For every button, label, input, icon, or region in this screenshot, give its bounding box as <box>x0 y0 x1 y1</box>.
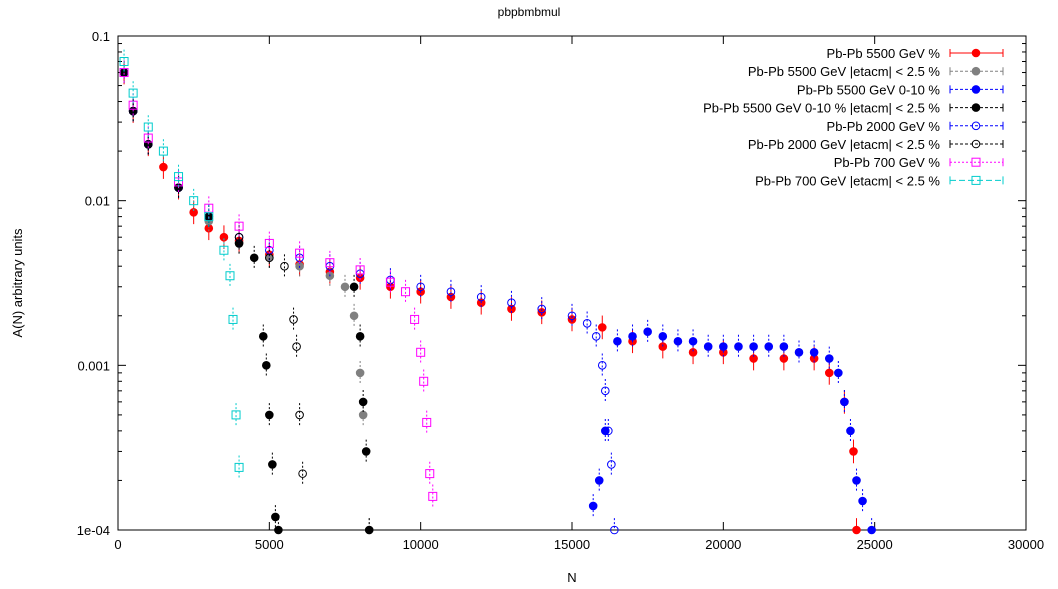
series-4 <box>120 61 618 534</box>
series-3 <box>120 61 373 534</box>
y-tick-label: 1e-04 <box>77 523 110 538</box>
data-point <box>275 526 283 534</box>
data-point <box>825 369 833 377</box>
data-point <box>160 163 168 171</box>
legend-item: Pb-Pb 5500 GeV |etacm| < 2.5 % <box>748 64 1003 79</box>
legend-item: Pb-Pb 5500 GeV 0-10 % |etacm| < 2.5 % <box>703 101 1003 116</box>
data-points <box>120 50 875 534</box>
data-point <box>266 411 274 419</box>
data-point <box>614 337 622 345</box>
data-point <box>644 328 652 336</box>
x-tick-label: 15000 <box>554 537 590 552</box>
chart-title: pbpbmbmul <box>498 5 561 19</box>
data-point <box>825 355 833 363</box>
legend-item: Pb-Pb 2000 GeV |etacm| < 2.5 % <box>748 137 1003 152</box>
x-tick-label: 30000 <box>1008 537 1044 552</box>
x-tick-label: 20000 <box>705 537 741 552</box>
data-point <box>795 348 803 356</box>
y-axis-label: A(N) arbitrary units <box>10 228 25 338</box>
data-point <box>704 343 712 351</box>
data-point <box>659 343 667 351</box>
legend: Pb-Pb 5500 GeV % Pb-Pb 5500 GeV |etacm| <… <box>703 46 1003 188</box>
data-point <box>835 369 843 377</box>
data-point <box>659 333 667 341</box>
series-1 <box>120 61 373 534</box>
data-point <box>341 283 349 291</box>
legend-marker <box>972 49 980 57</box>
data-point <box>350 312 358 320</box>
data-point <box>735 343 743 351</box>
x-tick-label: 5000 <box>255 537 284 552</box>
legend-item: Pb-Pb 700 GeV |etacm| < 2.5 % <box>755 173 1003 188</box>
data-point <box>269 461 277 469</box>
legend-label: Pb-Pb 5500 GeV % <box>827 46 941 61</box>
data-point <box>720 343 728 351</box>
data-point <box>359 411 367 419</box>
legend-label: Pb-Pb 700 GeV |etacm| < 2.5 % <box>755 173 940 188</box>
data-point <box>765 343 773 351</box>
data-point <box>689 337 697 345</box>
data-point <box>780 343 788 351</box>
legend-label: Pb-Pb 2000 GeV |etacm| < 2.5 % <box>748 137 941 152</box>
legend-marker <box>972 67 980 75</box>
data-point <box>250 254 258 262</box>
data-point <box>350 283 358 291</box>
legend-label: Pb-Pb 2000 GeV % <box>827 119 941 134</box>
data-point <box>850 448 858 456</box>
legend-item: Pb-Pb 700 GeV % <box>834 155 1003 170</box>
series-0 <box>120 61 860 534</box>
legend-label: Pb-Pb 700 GeV % <box>834 155 941 170</box>
legend-label: Pb-Pb 5500 GeV 0-10 % <box>797 82 941 97</box>
x-tick-label: 25000 <box>857 537 893 552</box>
data-point <box>589 502 597 510</box>
data-point <box>359 398 367 406</box>
data-point <box>859 497 867 505</box>
data-point <box>598 324 606 332</box>
data-point <box>847 427 855 435</box>
data-point <box>362 448 370 456</box>
legend-label: Pb-Pb 5500 GeV 0-10 % |etacm| < 2.5 % <box>703 101 940 116</box>
data-point <box>365 526 373 534</box>
data-point <box>259 333 267 341</box>
series-7 <box>120 50 243 480</box>
legend-marker <box>972 86 980 94</box>
x-tick-label: 10000 <box>403 537 439 552</box>
y-tick-label: 0.01 <box>85 194 110 209</box>
data-point <box>810 348 818 356</box>
legend-item: Pb-Pb 5500 GeV % <box>827 46 1003 61</box>
data-point <box>595 477 603 485</box>
data-point <box>853 477 861 485</box>
x-axis-label: N <box>567 570 576 585</box>
data-point <box>356 369 364 377</box>
data-point <box>750 343 758 351</box>
y-tick-label: 0.001 <box>77 358 110 373</box>
data-point <box>263 362 271 370</box>
legend-item: Pb-Pb 2000 GeV % <box>827 119 1003 134</box>
x-tick-label: 0 <box>114 537 121 552</box>
data-point <box>674 337 682 345</box>
legend-label: Pb-Pb 5500 GeV |etacm| < 2.5 % <box>748 64 941 79</box>
data-point <box>868 526 876 534</box>
legend-marker <box>972 104 980 112</box>
data-point <box>841 398 849 406</box>
y-tick-label: 0.1 <box>92 29 110 44</box>
legend-item: Pb-Pb 5500 GeV 0-10 % <box>797 82 1003 97</box>
data-point <box>629 333 637 341</box>
data-point <box>356 333 364 341</box>
data-point <box>853 526 861 534</box>
